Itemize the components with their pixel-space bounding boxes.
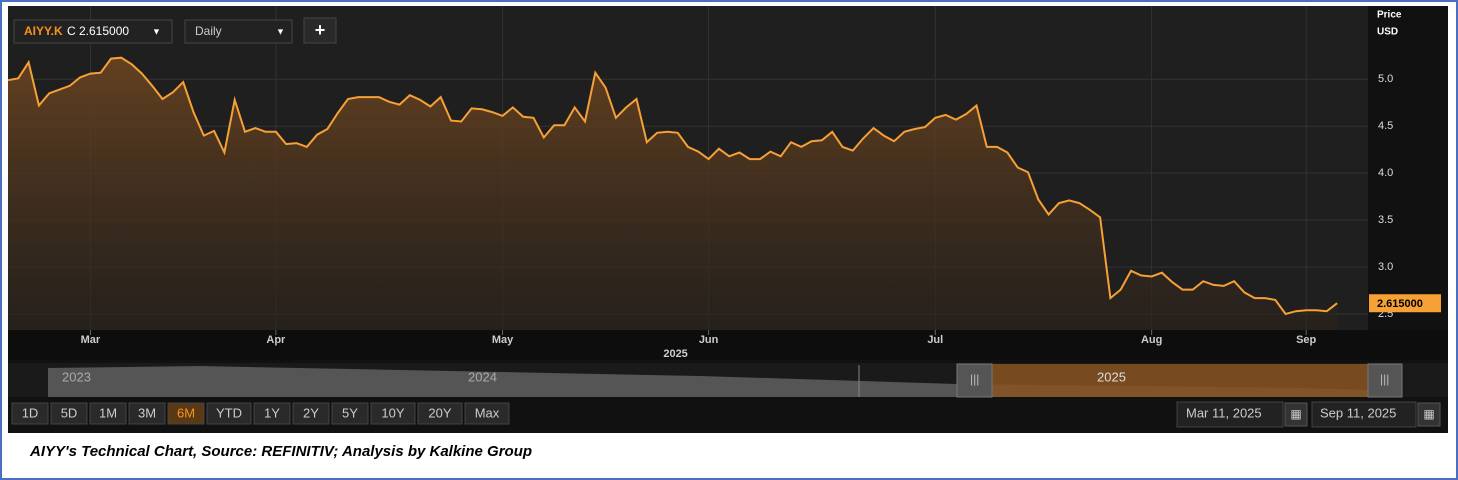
navigator-handle[interactable] [1367,363,1403,398]
range-button[interactable] [11,402,49,425]
price-tag-label: 2.615000 [1377,298,1423,310]
x-tick-label: Jul [927,334,943,346]
year-label: 2025 [663,348,687,360]
x-tick-label: Apr [266,334,286,346]
y-tick-label: 4.0 [1378,167,1393,179]
interval-box[interactable] [184,19,293,44]
navigator-year: 2024 [468,369,497,384]
y-tick-label: 3.0 [1378,261,1393,273]
range-button[interactable] [370,402,416,425]
calendar-button[interactable] [1284,402,1308,427]
x-axis [8,330,1448,360]
range-button-label: 20Y [428,405,451,420]
range-button-label: Max [475,405,500,420]
y-tick-label: 5.0 [1378,73,1393,85]
range-button-label: 3M [138,405,156,420]
range-button[interactable] [417,402,463,425]
navigator-handle[interactable] [956,363,993,398]
range-button[interactable] [167,402,205,425]
axis-unit: USD [1377,27,1398,38]
navigator-year: 2025 [1097,369,1126,384]
x-tick-label: Mar [81,334,101,346]
x-tick-label: Jun [699,334,719,346]
range-button[interactable] [292,402,330,425]
y-tick-label: 3.5 [1378,214,1393,226]
range-button-label: 1M [99,405,117,420]
range-button[interactable] [206,402,252,425]
dropdown-arrow: ▼ [276,26,285,36]
handle-grip: ||| [1380,372,1389,386]
price-tag [1369,294,1441,313]
navigator-year: 2023 [62,369,91,384]
add-button[interactable] [303,17,337,44]
price-area [8,57,1338,330]
interval: Daily [195,24,222,38]
x-tick-label: Sep [1296,334,1316,346]
date-from: Mar 11, 2025 [1186,405,1262,420]
range-button[interactable] [464,402,510,425]
navigator-selection[interactable] [992,364,1368,397]
range-button-label: 2Y [303,405,319,420]
date-from-box[interactable] [1176,401,1284,428]
caption: AIYY's Technical Chart, Source: REFINITI… [29,443,532,460]
range-button-label: 1Y [264,405,280,420]
calendar-icon: ▦ [1423,407,1434,421]
price-line [7,56,1338,316]
range-button-label: 6M [177,405,195,420]
range-button[interactable] [128,402,166,425]
symbol-box[interactable] [13,19,173,44]
plot [7,56,1338,330]
dropdown-arrow: ▼ [152,26,161,36]
symbol: AIYY.K [24,24,63,38]
range-button-label: 5D [61,405,78,420]
range-button-label: 10Y [381,405,404,420]
range-button[interactable] [50,402,88,425]
x-tick-label: Aug [1141,334,1162,346]
range-button-label: 1D [22,405,39,420]
date-to-box[interactable] [1311,401,1417,428]
calendar-icon: ▦ [1290,407,1301,421]
calendar-button[interactable] [1417,402,1441,427]
y-tick-label: 4.5 [1378,120,1393,132]
handle-grip: ||| [970,372,979,386]
range-buttons: 1D 5D 1M 3M 6M YTD 1Y 2Y 5Y 10Y 20Y Max [11,402,510,425]
range-button[interactable] [89,402,127,425]
x-tick-label: May [492,334,514,346]
date-to: Sep 11, 2025 [1320,405,1396,420]
range-button[interactable] [253,402,291,425]
range-button-label: YTD [216,405,242,420]
add-icon: + [315,20,326,40]
range-button-label: 5Y [342,405,358,420]
axis-title: Price [1377,10,1402,21]
close-label: C 2.615000 [67,24,129,38]
range-button[interactable] [331,402,369,425]
